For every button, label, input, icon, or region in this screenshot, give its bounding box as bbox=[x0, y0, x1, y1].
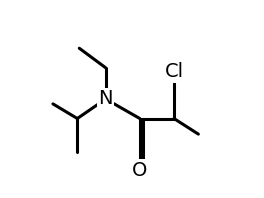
Text: Cl: Cl bbox=[164, 62, 183, 81]
Text: N: N bbox=[98, 89, 113, 109]
Text: O: O bbox=[132, 161, 148, 180]
